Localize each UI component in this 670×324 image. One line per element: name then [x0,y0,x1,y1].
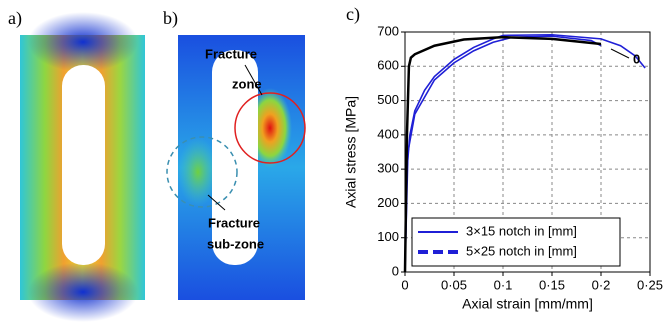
x-tick-label: 0·1 [494,277,513,292]
y-tick-label: 500 [377,92,399,107]
x-tick-label: 0·05 [441,277,467,292]
chart: 0 100 200 300 400 500 600 700 0 0·05 0·1 0·15 0·2 0·2… [343,23,663,311]
annotation: zone [232,76,262,91]
x-tick-label: 0·15 [539,277,565,292]
y-axis-label: Axial stress [MPa] [343,96,359,208]
contour-image-a [20,12,145,322]
x-tick-label: 0·25 [637,277,663,292]
contour-image-b [167,35,305,300]
annotation: sub-zone [207,236,264,251]
y-tick-label: 600 [377,58,399,73]
annotation: Fracture [205,46,257,61]
y-tick-label: 200 [377,195,399,210]
y-tick-label: 700 [377,23,399,38]
y-tick-label: 100 [377,229,399,244]
y-tick-label: 0 [392,263,399,278]
series-label: 0 [633,51,640,66]
panel-label: a) [8,8,22,29]
x-tick-label: 0 [401,277,408,292]
figure: a) b) Fracture zone Fracture sub-zone c)… [0,0,670,324]
panel-label: c) [346,4,360,25]
panel-label: b) [163,8,178,29]
legend-label: 3×15 notch in [mm] [466,223,577,238]
x-tick-label: 0·2 [592,277,611,292]
x-axis-label: Axial strain [mm/mm] [462,296,593,312]
legend-label: 5×25 notch in [mm] [466,243,577,258]
y-tick-label: 400 [377,126,399,141]
annotation: Fracture [208,215,260,230]
y-tick-label: 300 [377,161,399,176]
